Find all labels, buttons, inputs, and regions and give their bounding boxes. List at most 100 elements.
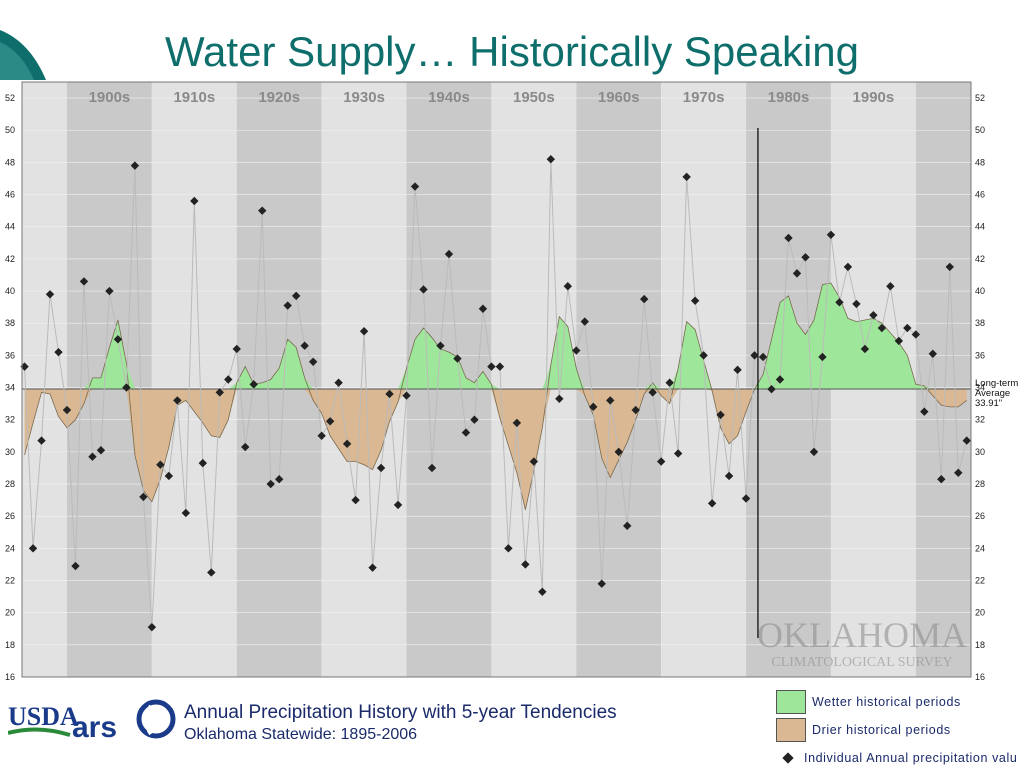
annual-point — [249, 380, 258, 389]
decade-label: 1910s — [173, 89, 215, 106]
annual-point — [215, 388, 224, 397]
watermark-line1: OKLAHOMA — [757, 615, 967, 655]
decade-label: 1970s — [683, 89, 725, 106]
y-axis-left: 16 18 20 22 24 26 28 30 32 34 36 38 40 42 44 46 48 50 52 — [5, 93, 15, 682]
tendency-line — [24, 282, 967, 510]
annual-point — [478, 304, 488, 313]
decade-label: 1950s — [513, 89, 555, 106]
annual-point — [818, 352, 827, 362]
annual-point — [393, 500, 403, 510]
annual-point — [156, 460, 165, 469]
annual-point — [487, 362, 496, 371]
annual-point — [427, 463, 437, 473]
decade-label: 1940s — [428, 89, 470, 106]
annual-point — [71, 561, 80, 571]
chart-subtitle: Oklahoma Statewide: 1895-2006 — [184, 726, 418, 743]
precipitation-chart: 1900s 1910s 1920s 1930s 1940s 1950s 1960s 1970s… — [5, 81, 1018, 682]
y-tick-left: 34 — [5, 383, 15, 393]
annual-points — [20, 154, 971, 632]
annual-point — [224, 375, 233, 384]
annual-point — [351, 495, 360, 505]
decade-label: 1990s — [853, 89, 895, 106]
y-tick-right: 40 — [975, 286, 985, 296]
annual-point — [139, 492, 148, 502]
wetter-area — [24, 283, 967, 389]
legend-points: Individual Annual precipitation valu — [776, 746, 1017, 770]
annual-point — [750, 351, 759, 360]
annual-point — [283, 301, 292, 310]
annual-point — [54, 347, 63, 357]
drier-swatch — [776, 718, 806, 742]
annual-point — [589, 402, 598, 412]
annual-point — [639, 294, 649, 304]
annual-point — [682, 172, 691, 182]
y-tick-right: 34 — [975, 383, 985, 393]
annual-point — [928, 349, 938, 358]
y-tick-left: 52 — [5, 93, 15, 103]
annual-point — [308, 357, 318, 367]
annual-point — [45, 290, 55, 299]
annual-values-line — [24, 159, 968, 628]
y-tick-right: 50 — [975, 125, 985, 135]
annual-point — [860, 344, 870, 354]
annual-point — [96, 446, 106, 455]
annual-point — [504, 544, 513, 553]
annual-point — [648, 388, 657, 397]
annual-point — [631, 405, 640, 415]
decade-label: 1930s — [343, 89, 385, 106]
annual-point — [342, 439, 352, 449]
annual-point — [886, 282, 895, 291]
legend: Wetter historical periods Drier historic… — [776, 690, 1024, 768]
watermark-line2: CLIMATOLOGICAL SURVEY — [771, 655, 952, 670]
y-tick-left: 36 — [5, 350, 15, 360]
diamond-icon — [782, 752, 794, 764]
y-tick-right: 16 — [975, 672, 985, 682]
annual-point — [436, 341, 445, 350]
annual-point — [419, 285, 428, 294]
y-tick-left: 22 — [5, 576, 15, 586]
annual-point — [852, 299, 861, 309]
y-tick-right: 22 — [975, 576, 985, 586]
annual-point — [597, 579, 606, 588]
annual-point — [521, 560, 530, 569]
annual-point — [623, 521, 632, 531]
slide-title: Water Supply… Historically Speaking — [164, 28, 860, 75]
annual-point — [563, 282, 573, 291]
y-tick-right: 42 — [975, 254, 985, 264]
annual-point — [495, 362, 505, 371]
y-tick-right: 44 — [975, 222, 985, 232]
annual-point — [699, 351, 708, 360]
annual-point — [801, 253, 810, 262]
annual-point — [572, 346, 581, 355]
annual-point — [130, 161, 140, 170]
decade-band — [22, 82, 67, 677]
y-tick-left: 28 — [5, 479, 15, 489]
tendency-areas — [24, 282, 967, 510]
annual-point — [911, 330, 921, 339]
annual-point — [665, 378, 674, 387]
decade-bands — [22, 82, 971, 677]
decade-label: 1920s — [258, 89, 300, 106]
annual-point — [962, 436, 971, 445]
annual-point — [317, 431, 326, 440]
chart-title: Annual Precipitation History with 5-year… — [184, 702, 617, 723]
annual-point — [555, 394, 564, 403]
annual-point — [173, 396, 182, 405]
annual-point — [453, 354, 462, 363]
annual-point — [538, 587, 547, 596]
y-tick-left: 30 — [5, 447, 15, 457]
annual-point — [207, 568, 216, 577]
annual-point — [88, 452, 97, 461]
annual-point — [266, 479, 275, 489]
average-label-line: Long-term — [975, 378, 1018, 389]
annual-point — [784, 233, 793, 243]
annual-point — [325, 417, 335, 426]
annual-point — [606, 396, 615, 405]
y-tick-left: 32 — [5, 415, 15, 425]
y-tick-left: 42 — [5, 254, 15, 264]
annual-point — [758, 352, 768, 362]
y-tick-right: 18 — [975, 640, 985, 650]
oklahoma-climatological-survey-watermark: OKLAHOMA CLIMATOLOGICAL SURVEY — [757, 615, 967, 670]
y-tick-left: 50 — [5, 125, 15, 135]
